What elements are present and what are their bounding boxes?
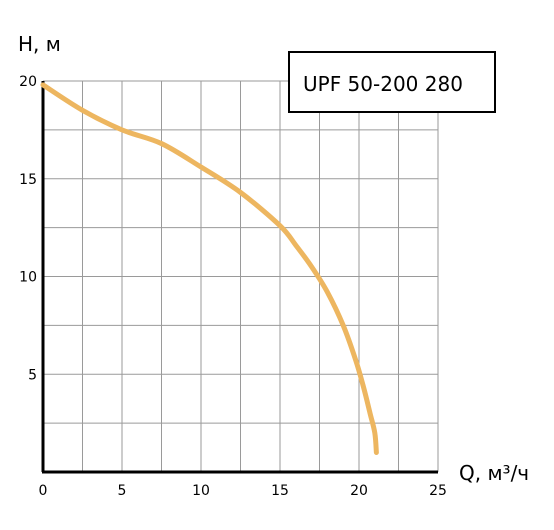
chart-title-frame: [288, 51, 496, 113]
x-tick-label: 25: [429, 483, 447, 499]
chart-title-box: UPF 50-200 280: [288, 51, 496, 113]
y-tick-label: 10: [19, 270, 37, 286]
x-tick-label: 5: [118, 483, 127, 499]
grid: [43, 80, 439, 472]
y-tick-label: 5: [28, 367, 37, 383]
axes: [41, 81, 438, 474]
y-tick-label: 20: [19, 74, 37, 90]
x-tick-label: 15: [271, 483, 289, 499]
x-axis-label: Q, м³/ч: [459, 461, 529, 485]
x-tick-label: 10: [192, 483, 210, 499]
series-layer: [40, 82, 379, 455]
y-tick-label: 15: [19, 172, 37, 188]
x-tick-label: 0: [39, 483, 48, 499]
chart-title: UPF 50-200 280: [303, 72, 463, 96]
x-tick-label: 20: [350, 483, 368, 499]
tick-labels: 0 5 10 15 20 25 5 10 15 20: [19, 74, 447, 499]
y-axis-label: H, м: [18, 32, 61, 56]
pump-curve-line: [40, 82, 379, 455]
